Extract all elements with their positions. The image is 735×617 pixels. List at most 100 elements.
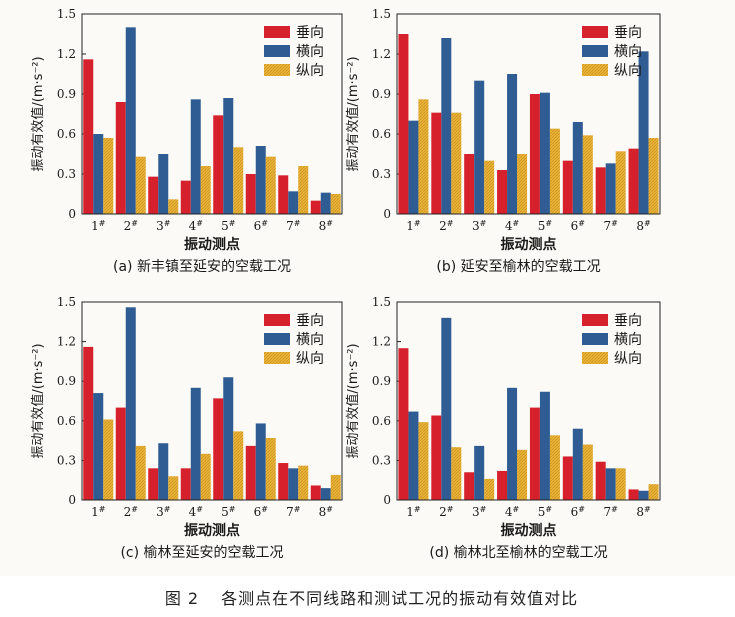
bar-longitudinal [615,151,626,214]
bar-longitudinal [200,453,211,500]
figure-svg: 00.30.60.91.21.51# 2# 3# 4# 5# 6# 7# 8#振动测点振动有效… [30,7,661,561]
bar-vertical [595,167,606,214]
caption-text: 各测点在不同线路和测试工况的振动有效值对比 [221,589,579,608]
bar-longitudinal [330,474,341,500]
x-tick-label: 1# [406,505,421,519]
bar-longitudinal [330,194,341,214]
y-tick-label: 0.6 [372,414,391,428]
bar-longitudinal [418,422,429,500]
legend-label-vertical: 垂向 [296,25,324,41]
legend-swatch-longitudinal [582,64,608,76]
bar-lateral [158,443,169,500]
chart-subtitle: (a) 新丰镇至延安的空载工况 [113,259,291,275]
legend-label-lateral: 横向 [296,44,324,60]
chart-subtitle: (c) 榆林至延安的空载工况 [120,545,283,561]
legend-label-lateral: 横向 [614,44,642,60]
x-tick-label: 7# [604,505,619,519]
bar-longitudinal [549,435,560,500]
chart-panel-4: 0 0.3 0.6 0.9 1.2 1.5 1# 2# 3# 4# 5# 6# 7# 8# 振动测点 振动有效… [345,295,661,561]
bar-vertical [245,174,256,214]
legend-label-lateral: 横向 [296,332,324,348]
bar-longitudinal [549,128,560,214]
legend-label-lateral: 横向 [614,332,642,348]
figure-caption: 图 2 各测点在不同线路和测试工况的振动有效值对比 [0,585,735,609]
bar-lateral [441,38,452,214]
bar-lateral [223,377,234,500]
bar-vertical [310,200,321,214]
y-tick-label: 0.6 [57,414,76,428]
bar-vertical [464,154,475,214]
legend-swatch-vertical [264,314,290,326]
x-tick-label: 6# [571,505,586,519]
y-tick-label: 0 [383,207,391,221]
x-tick-label: 2# [124,505,139,519]
bar-vertical [562,456,573,500]
x-tick-label: 7# [286,219,301,233]
x-axis-label: 振动测点 [184,236,240,253]
legend-swatch-vertical [264,26,290,38]
x-tick-label: 7# [604,219,619,233]
bar-longitudinal [648,484,659,500]
bar-lateral [408,120,419,214]
bar-lateral [320,192,331,214]
y-tick-label: 1.2 [57,47,76,61]
bar-lateral [288,191,299,214]
bar-lateral [474,445,485,500]
bar-vertical [278,463,289,500]
bar-longitudinal [582,444,593,500]
x-tick-label: 7# [286,505,301,519]
bar-lateral [125,307,136,500]
plot-frame [81,301,343,501]
x-tick-label: 1# [91,219,106,233]
chart-panel-2: 0 0.3 0.6 0.9 1.2 1.5 1# 2# 3# 4# 5# 6# 7# 8# 振动测点 振动有效… [345,7,661,275]
bar-longitudinal [135,445,146,500]
bar-longitudinal [582,135,593,214]
bar-vertical [213,398,224,500]
bar-vertical [497,170,508,214]
bar-vertical [310,485,321,500]
legend-label-vertical: 垂向 [296,313,324,329]
bar-longitudinal [265,156,276,214]
bar-lateral [605,468,616,500]
bar-lateral [605,163,616,214]
x-tick-label: 3# [156,505,171,519]
x-tick-label: 3# [472,505,487,519]
legend-label-vertical: 垂向 [614,25,642,41]
plot-frame [396,13,661,215]
x-tick-label: 1# [91,505,106,519]
x-axis-label: 振动测点 [501,522,557,539]
bar-longitudinal [418,99,429,214]
x-tick-label: 4# [189,505,204,519]
y-axis-label: 振动有效值/(m·s⁻²) [30,56,46,171]
y-tick-label: 1.2 [372,47,391,61]
bar-vertical [148,176,159,214]
x-tick-label: 5# [221,219,236,233]
legend-label-longitudinal: 纵向 [296,63,324,79]
bar-vertical [529,407,540,500]
legend-label-longitudinal: 纵向 [614,63,642,79]
legend-swatch-lateral [582,45,608,57]
legend-label-longitudinal: 纵向 [296,351,324,367]
y-tick-label: 0.6 [372,127,391,141]
y-axis-label: 振动有效值/(m·s⁻²) [345,343,361,458]
bar-lateral [507,387,518,500]
bar-longitudinal [298,166,309,214]
y-axis-label: 振动有效值/(m·s⁻²) [345,56,361,171]
bar-longitudinal [484,160,495,214]
plot-frame [81,13,343,215]
bar-vertical [148,468,159,500]
bar-longitudinal [451,447,462,500]
x-tick-label: 4# [189,219,204,233]
bar-lateral [125,27,136,215]
bar-longitudinal [517,449,528,500]
bar-longitudinal [135,156,146,214]
bar-lateral [539,92,550,214]
bar-vertical [180,180,191,214]
x-tick-label: 2# [439,505,454,519]
bar-longitudinal [233,431,244,500]
legend-swatch-longitudinal [264,64,290,76]
legend-swatch-longitudinal [264,352,290,364]
x-tick-label: 1# [406,219,421,233]
plot-frame [396,301,661,501]
y-tick-label: 1.5 [57,295,76,309]
